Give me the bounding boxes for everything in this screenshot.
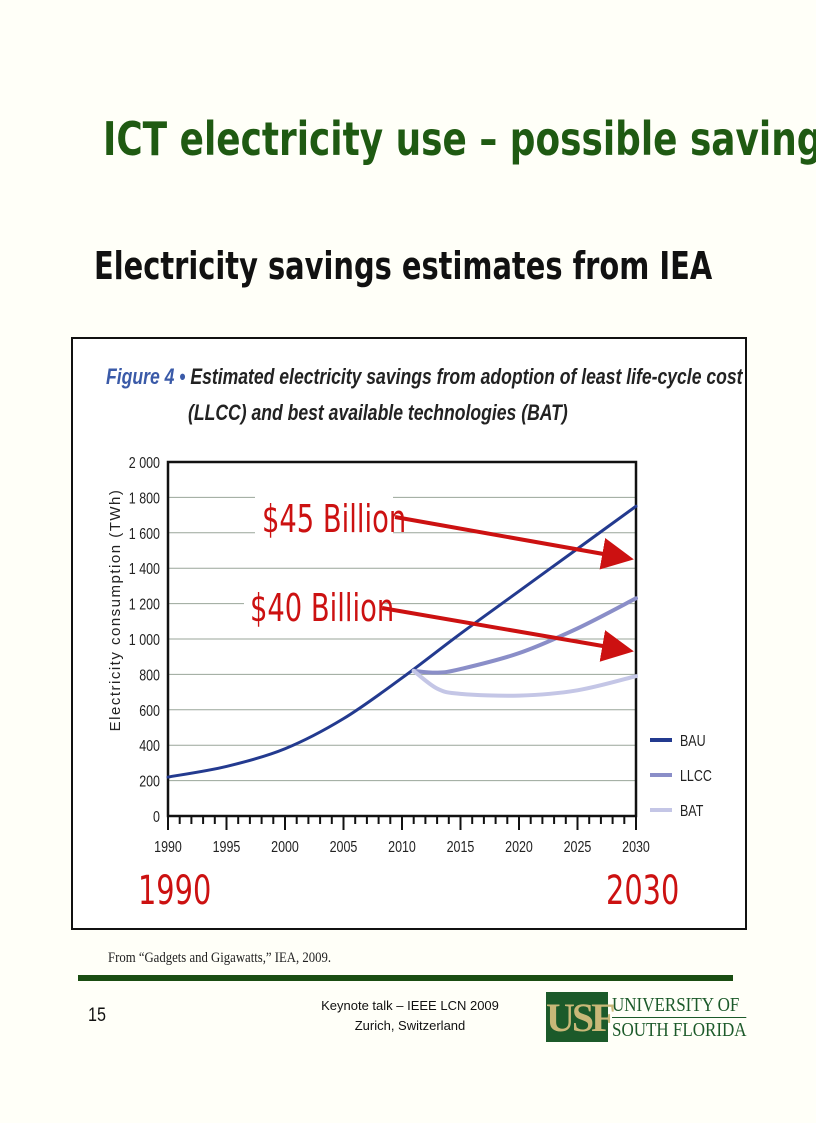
slide-subtitle: Electricity savings estimates from IEA — [94, 244, 713, 288]
source-citation: From “Gadgets and Gigawatts,” IEA, 2009. — [108, 950, 332, 966]
footer-line-1: Keynote talk – IEEE LCN 2009 — [321, 998, 499, 1013]
x-tick-label: 2020 — [505, 839, 533, 857]
annotation-45-billion: $45 Billion — [262, 496, 406, 541]
y-tick-label: 1 000 — [129, 632, 160, 650]
annotation-bg — [255, 490, 393, 536]
annotation-40-billion: $40 Billion — [250, 585, 394, 630]
annotation-start-year: 1990 — [138, 868, 211, 914]
y-tick-label: 2 000 — [129, 455, 160, 473]
usf-logo-line-1: UNIVERSITY OF — [612, 993, 747, 1018]
y-tick-label: 1 200 — [129, 596, 160, 614]
series-line-bat — [411, 668, 638, 698]
y-tick-label: 400 — [139, 738, 160, 756]
chart-title-line-2: (LLCC) and best available technologies (… — [188, 401, 568, 425]
x-tick-label: 1990 — [154, 839, 182, 857]
y-tick-label: 1 800 — [129, 490, 160, 508]
x-tick-label: 2025 — [564, 839, 592, 857]
series-line-bau — [166, 504, 638, 779]
usf-logo-name: UNIVERSITY OF SOUTH FLORIDA — [612, 993, 747, 1042]
y-tick-label: 800 — [139, 667, 160, 685]
x-tick-label: 2000 — [271, 839, 299, 857]
figure-label: Figure 4 • — [106, 365, 190, 389]
series-line-llcc — [411, 596, 638, 675]
usf-logo-line-2: SOUTH FLORIDA — [612, 1018, 747, 1041]
y-axis-label: Electricity consumption (TWh) — [107, 489, 124, 732]
footer-divider — [78, 975, 733, 981]
y-tick-label: 200 — [139, 773, 160, 791]
page-number: 15 — [88, 1005, 106, 1026]
annotation-arrow-40 — [381, 606, 634, 662]
usf-logo: USF UNIVERSITY OF SOUTH FLORIDA — [546, 992, 770, 1042]
chart-title-text: Estimated electricity savings from adopt… — [190, 365, 743, 389]
footer-text: Keynote talk – IEEE LCN 2009 Zurich, Swi… — [300, 996, 520, 1036]
legend-label-bau: BAU — [680, 733, 706, 751]
usf-logo-mark: USF — [546, 992, 616, 1042]
y-tick-label: 1 600 — [129, 525, 160, 543]
x-tick-label: 1995 — [213, 839, 241, 857]
y-tick-label: 0 — [153, 809, 160, 827]
annotation-end-year: 2030 — [606, 868, 679, 914]
x-tick-label: 2005 — [330, 839, 358, 857]
x-tick-label: 2010 — [388, 839, 416, 857]
x-tick-label: 2030 — [622, 839, 650, 857]
chart-frame — [71, 337, 747, 930]
x-tick-label: 2015 — [447, 839, 475, 857]
y-tick-label: 600 — [139, 702, 160, 720]
annotation-arrow-45 — [394, 515, 634, 570]
y-tick-label: 1 400 — [129, 561, 160, 579]
footer-line-2: Zurich, Switzerland — [354, 1018, 466, 1033]
annotation-bg — [244, 580, 382, 626]
chart-title-line-1: Figure 4 • Estimated electricity savings… — [106, 365, 744, 389]
legend-label-bat: BAT — [680, 803, 704, 821]
slide-title: ICT electricity use – possible savings — [103, 112, 816, 166]
legend-label-llcc: LLCC — [680, 768, 712, 786]
